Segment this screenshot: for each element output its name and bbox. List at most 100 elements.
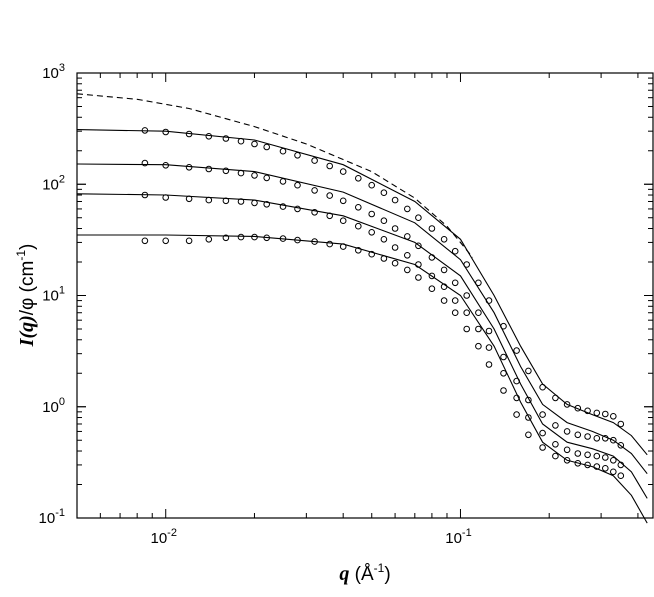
data-point-series-2 [391, 225, 399, 232]
data-point-series-1 [451, 247, 459, 255]
dashed-reference-curve [76, 93, 474, 258]
data-point-series-2 [339, 197, 347, 205]
data-point-series-1 [440, 236, 448, 243]
data-point-series-2 [513, 377, 520, 385]
data-point-series-2 [617, 442, 625, 449]
data-point-series-4 [162, 237, 169, 245]
fit-curve-1 [76, 129, 648, 456]
data-point-series-1 [141, 127, 149, 134]
data-point-series-4 [440, 297, 448, 304]
data-point-series-2 [428, 254, 436, 261]
data-point-series-3 [617, 461, 625, 469]
data-point-series-4 [428, 285, 436, 293]
data-point-series-2 [593, 435, 601, 442]
data-point-series-2 [440, 266, 448, 274]
data-point-series-3 [415, 261, 422, 268]
y-axis-symbol: I(q) [16, 315, 38, 347]
data-point-series-1 [311, 157, 318, 164]
data-point-series-1 [475, 279, 482, 287]
y-tick-label: 10-1 [39, 507, 65, 527]
data-point-series-3 [602, 454, 609, 461]
data-point-series-4 [311, 238, 318, 245]
data-point-series-4 [602, 465, 609, 472]
data-point-series-2 [368, 210, 376, 218]
y-tick-label: 100 [42, 396, 65, 416]
y-tick-label: 103 [42, 62, 65, 82]
data-point-series-2 [563, 428, 571, 435]
data-point-series-1 [525, 367, 532, 375]
data-point-series-2 [279, 178, 287, 185]
data-point-series-1 [404, 205, 411, 213]
data-point-series-1 [185, 130, 193, 138]
x-axis-unit-exponent: -1 [374, 561, 385, 575]
data-point-series-3 [279, 203, 287, 210]
data-point-series-4 [355, 247, 362, 254]
data-point-series-1 [617, 420, 625, 428]
data-point-series-2 [222, 167, 230, 175]
data-point-series-3 [205, 196, 213, 204]
data-point-series-4 [368, 250, 376, 258]
data-point-series-2 [475, 309, 482, 317]
data-point-series-4 [584, 461, 591, 469]
y-axis-unit: /φ (cm [17, 261, 38, 316]
data-point-series-3 [237, 198, 245, 205]
y-tick-label: 102 [42, 173, 65, 193]
data-point-series-2 [415, 242, 422, 250]
data-point-series-4 [251, 233, 258, 241]
axis-ticks [76, 72, 653, 519]
data-point-series-1 [391, 196, 399, 204]
data-point-series-3 [185, 195, 193, 203]
data-point-series-4 [574, 460, 582, 467]
data-point-series-4 [205, 236, 213, 243]
data-point-series-1 [552, 394, 559, 402]
data-point-series-1 [294, 152, 301, 159]
data-point-series-3 [391, 244, 399, 251]
y-axis-unit-close: ) [17, 244, 38, 250]
data-point-series-4 [294, 236, 301, 244]
data-point-series-3 [563, 446, 571, 454]
tick-labels: 10-2 10-1 10-1 100 101 102 103 [39, 62, 472, 547]
data-point-series-3 [404, 252, 411, 259]
data-point-series-1 [251, 140, 258, 148]
data-point-series-1 [574, 404, 582, 412]
data-point-series-3 [593, 452, 601, 460]
data-point-series-1 [428, 225, 436, 232]
data-point-series-3 [326, 212, 334, 220]
data-point-series-3 [574, 450, 582, 457]
data-point-series-1 [415, 214, 422, 221]
data-point-series-2 [237, 169, 245, 177]
data-point-series-3 [380, 236, 388, 243]
data-point-series-4 [563, 457, 571, 464]
data-point-series-4 [326, 240, 334, 248]
data-point-series-1 [602, 410, 609, 418]
data-point-series-1 [593, 409, 601, 417]
plot-frame [76, 72, 654, 519]
x-axis-symbol: q [339, 563, 349, 585]
data-point-series-2 [500, 353, 507, 361]
data-point-series-1 [368, 181, 376, 189]
data-point-series-4 [222, 234, 230, 242]
data-point-series-3 [440, 283, 448, 291]
data-point-series-2 [574, 431, 582, 439]
data-point-series-4 [451, 309, 459, 317]
data-point-series-4 [463, 325, 471, 333]
data-point-series-1 [205, 133, 213, 140]
data-point-series-2 [251, 172, 258, 179]
x-axis-title: q (Å-1) [339, 561, 390, 585]
data-point-series-1 [485, 297, 493, 304]
data-point-series-4 [525, 431, 532, 439]
x-axis-unit-close: ) [384, 564, 390, 585]
data-point-series-3 [368, 229, 376, 236]
data-point-series-3 [222, 197, 230, 205]
data-point-series-2 [610, 436, 617, 444]
y-axis-title: I(q)/φ (cm-1) [14, 244, 38, 348]
data-point-series-2 [355, 204, 362, 211]
y-axis-unit-exponent: -1 [14, 250, 28, 261]
data-point-series-3 [355, 222, 362, 230]
data-point-series-4 [380, 255, 388, 262]
data-point-series-3 [339, 217, 347, 224]
fit-curve-3 [76, 193, 648, 499]
data-point-series-2 [539, 411, 546, 418]
data-point-series-2 [602, 435, 609, 442]
data-point-series-3 [485, 344, 493, 351]
